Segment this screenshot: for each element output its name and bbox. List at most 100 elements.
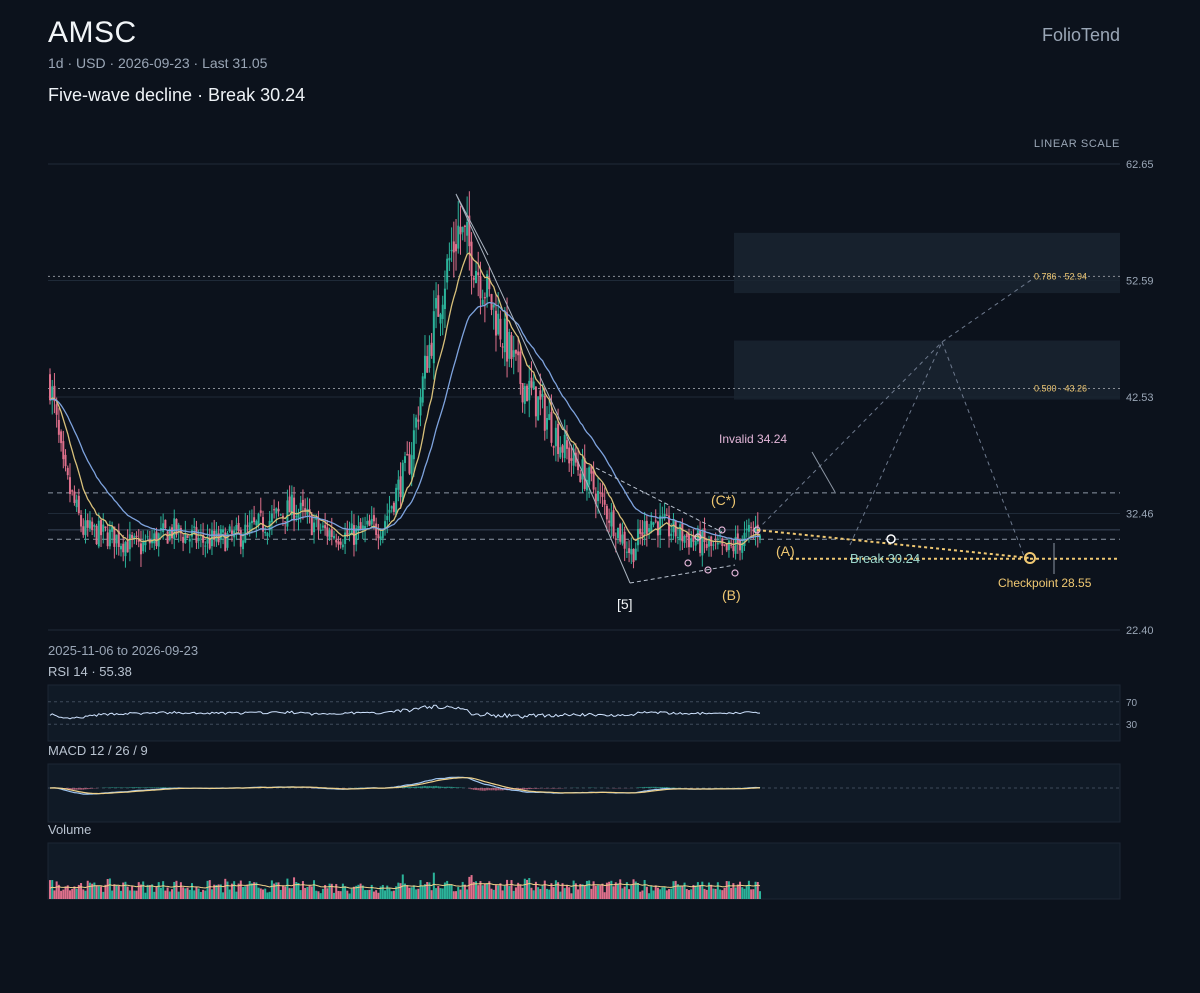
volume-bar [506,879,509,899]
volume-bar [173,881,176,899]
volume-bar [91,883,94,899]
candle-body [459,226,462,235]
macd-histogram-bar [75,788,78,790]
candle-body [645,520,648,534]
ma-slow-line [49,301,760,541]
volume-bar [184,888,187,899]
volume-bar [395,886,398,899]
candle-body [259,510,262,513]
volume-bar [759,891,761,899]
candle-body [435,298,438,309]
candle-body [457,225,460,249]
candle-body [100,519,103,536]
candle-body [619,524,622,542]
candle-body [461,226,464,233]
volume-bar [80,883,83,899]
wave-lines [455,193,761,584]
macd-histogram-bar [82,788,85,790]
candle-body [328,530,331,540]
volume-bar [295,882,298,899]
macd-histogram-bar [137,787,140,788]
volume-bar [727,881,730,899]
volume-bar [166,887,169,899]
candle-body [126,540,129,553]
scale-toggle[interactable]: LINEAR SCALE [1033,138,1120,150]
candle-body [253,517,256,523]
volume-bar [233,881,236,899]
volume-bar [670,888,673,899]
volume-bar [754,881,757,899]
macd-histogram-bar [483,788,486,791]
candle-body [55,404,58,415]
candle-body [304,508,307,512]
volume-label: Volume [48,822,92,837]
candle-body [84,520,87,536]
candle-body [266,533,269,537]
volume-bar [543,880,546,899]
candle-body [494,310,497,336]
candle-body [139,543,142,555]
candle-body [423,355,426,379]
rsi-level-label: 70 [1126,698,1138,709]
volume-bar [228,889,231,899]
volume-bar [625,882,628,899]
macd-histogram-bar [508,788,511,790]
candle-body [62,441,65,460]
volume-bar [707,882,710,899]
volume-bar [49,880,51,899]
candle-body [75,499,78,508]
volume-bar [246,884,249,899]
candle-body [432,311,435,364]
volume-bar [199,891,202,899]
macd-histogram-bar [157,787,160,788]
candle-body [120,545,122,550]
macd-histogram-bar [439,786,442,788]
macd-histogram-bar [432,786,435,788]
volume-bar [441,888,444,899]
macd-histogram-bar [668,787,671,788]
annotations: Invalid 34.24 (C*) (A) (B) [5] Break 30.24 Che… [617,432,1092,612]
candle-body [499,318,502,340]
volume-bar [594,885,597,899]
candle-body [346,529,349,536]
candle-body [224,532,227,552]
candle-body [288,496,291,513]
candle-body [375,523,378,535]
volume-bar [747,880,750,899]
volume-bar [304,887,307,899]
volume-bar [734,887,737,899]
volume-bar [650,885,653,899]
volume-bar [268,891,271,899]
break-label: Break 30.24 [850,551,920,566]
candle-body [355,528,358,545]
macd-histogram-bar [86,788,89,790]
macd-histogram-bar [151,787,154,788]
candle-body [659,515,662,536]
fib-level-label: 0.500 · 43.26 [1034,383,1087,393]
candle-body [523,386,526,404]
volume-bar [124,881,127,899]
volume-bar [344,886,347,899]
chart-headline: Five-wave decline · Break 30.24 [48,85,306,105]
volume-bar [361,885,364,899]
fib-level-label: 0.786 · 52.94 [1034,271,1087,281]
volume-bar [430,890,433,899]
volume-bar [745,885,748,899]
candle-body [565,440,568,449]
volume-bar [668,889,671,899]
volume-bar [412,885,415,899]
candle-body [579,473,582,482]
volume-bar [685,889,688,899]
candle-body [610,512,613,527]
candle-body [439,314,442,324]
volume-bar [448,883,451,899]
candle-body [215,530,218,542]
volume-bar [131,886,134,899]
volume-average-line [49,882,761,890]
macd-histogram-bar [528,788,531,790]
volume-bar [612,886,615,899]
candle-body [366,521,369,525]
candle-body [541,394,544,397]
volume-bar [337,890,340,899]
